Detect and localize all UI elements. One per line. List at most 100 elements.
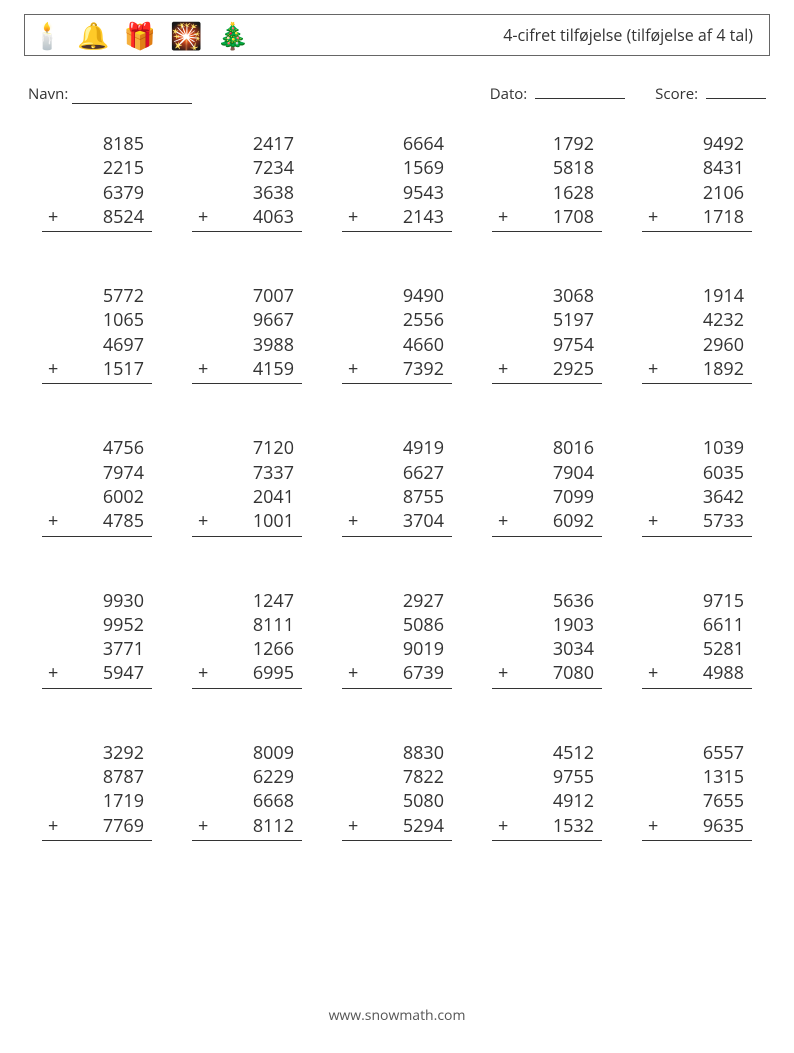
addition-problem: 241772343638+4063 xyxy=(192,132,302,232)
plus-operator: + xyxy=(342,357,358,381)
addend: 8431 xyxy=(642,156,752,180)
problems-grid: 818522156379+8524241772343638+4063666415… xyxy=(24,132,770,841)
addend: 9492 xyxy=(642,132,752,156)
addition-problem: 993099523771+5947 xyxy=(42,589,152,689)
addend: 8787 xyxy=(42,765,152,789)
plus-operator: + xyxy=(192,509,208,533)
gift-icon: 🎁 xyxy=(124,22,156,48)
addend: 2556 xyxy=(342,308,452,332)
last-addend: +4988 xyxy=(642,661,752,688)
last-addend: +8112 xyxy=(192,814,302,841)
addition-problem: 949284312106+1718 xyxy=(642,132,752,232)
addend: 9930 xyxy=(42,589,152,613)
plus-operator: + xyxy=(42,357,58,381)
problems-row: 329287871719+7769 800962296668+8112 883078… xyxy=(24,741,770,841)
plus-operator: + xyxy=(342,814,358,838)
addend: 3068 xyxy=(492,284,602,308)
addend: 5086 xyxy=(342,613,452,637)
addition-problem: 475679746002+4785 xyxy=(42,436,152,536)
addend: 7974 xyxy=(42,461,152,485)
addend: 9715 xyxy=(642,589,752,613)
addend: 7904 xyxy=(492,461,602,485)
addend: 4756 xyxy=(42,436,152,460)
addend: 3638 xyxy=(192,181,302,205)
addend: 2417 xyxy=(192,132,302,156)
addend: 6611 xyxy=(642,613,752,637)
last-addend: +5294 xyxy=(342,814,452,841)
problems-row: 577210654697+1517700796673988+4159949025… xyxy=(24,284,770,384)
addition-problem: 655713157655+9635 xyxy=(642,741,752,841)
addition-problem: 329287871719+7769 xyxy=(42,741,152,841)
problems-row: 475679746002+4785712073372041+1001491966… xyxy=(24,436,770,536)
last-addend: +1892 xyxy=(642,357,752,384)
addend: 4697 xyxy=(42,333,152,357)
addend: 9754 xyxy=(492,333,602,357)
addend: 6035 xyxy=(642,461,752,485)
name-line xyxy=(72,89,192,104)
plus-operator: + xyxy=(342,205,358,229)
last-addend: +1708 xyxy=(492,205,602,232)
addend: 8830 xyxy=(342,741,452,765)
addend: 6379 xyxy=(42,181,152,205)
plus-operator: + xyxy=(642,357,658,381)
addend: 1914 xyxy=(642,284,752,308)
addend: 7120 xyxy=(192,436,302,460)
addend: 2927 xyxy=(342,589,452,613)
footer-url: www.snowmath.com xyxy=(0,1006,794,1025)
addend: 9952 xyxy=(42,613,152,637)
addend: 6557 xyxy=(642,741,752,765)
last-addend: +3704 xyxy=(342,509,452,536)
plus-operator: + xyxy=(342,661,358,685)
addend: 5080 xyxy=(342,789,452,813)
addition-problem: 103960353642+5733 xyxy=(642,436,752,536)
addend: 7234 xyxy=(192,156,302,180)
plus-operator: + xyxy=(492,814,508,838)
addend: 5772 xyxy=(42,284,152,308)
plus-operator: + xyxy=(192,357,208,381)
addend: 9490 xyxy=(342,284,452,308)
addend: 3771 xyxy=(42,637,152,661)
worksheet-page: 🕯️ 🔔 🎁 🎇 🎄 4-cifret tilføjelse (tilføjel… xyxy=(0,0,794,1053)
plus-operator: + xyxy=(42,509,58,533)
addend: 9019 xyxy=(342,637,452,661)
last-addend: +6092 xyxy=(492,509,602,536)
addition-problem: 124781111266+6995 xyxy=(192,589,302,689)
last-addend: +8524 xyxy=(42,205,152,232)
last-addend: +4785 xyxy=(42,509,152,536)
last-addend: +7392 xyxy=(342,357,452,384)
addend: 1039 xyxy=(642,436,752,460)
last-addend: +5733 xyxy=(642,509,752,536)
score-field: Score: xyxy=(655,84,766,104)
last-addend: +7080 xyxy=(492,661,602,688)
problems-row: 993099523771+5947 124781111266+6995 292750… xyxy=(24,589,770,689)
addend: 1065 xyxy=(42,308,152,332)
addend: 3988 xyxy=(192,333,302,357)
last-addend: +1718 xyxy=(642,205,752,232)
last-addend: +2143 xyxy=(342,205,452,232)
addend: 9543 xyxy=(342,181,452,205)
addend: 7822 xyxy=(342,765,452,789)
score-label: Score: xyxy=(655,84,698,104)
last-addend: +1517 xyxy=(42,357,152,384)
last-addend: +4063 xyxy=(192,205,302,232)
header-box: 🕯️ 🔔 🎁 🎇 🎄 4-cifret tilføjelse (tilføjel… xyxy=(24,14,770,56)
addition-problem: 800962296668+8112 xyxy=(192,741,302,841)
addend: 5281 xyxy=(642,637,752,661)
addition-problem: 949025564660+7392 xyxy=(342,284,452,384)
addend: 1903 xyxy=(492,613,602,637)
plus-operator: + xyxy=(492,205,508,229)
addend: 6668 xyxy=(192,789,302,813)
last-addend: +1532 xyxy=(492,814,602,841)
plus-operator: + xyxy=(42,661,58,685)
candle-icon: 🕯️ xyxy=(31,22,63,48)
addend: 1247 xyxy=(192,589,302,613)
addend: 7337 xyxy=(192,461,302,485)
name-field: Navn: xyxy=(28,84,490,104)
addend: 4660 xyxy=(342,333,452,357)
addition-problem: 666415699543+2143 xyxy=(342,132,452,232)
addend: 8111 xyxy=(192,613,302,637)
addend: 4912 xyxy=(492,789,602,813)
last-addend: +4159 xyxy=(192,357,302,384)
addend: 1315 xyxy=(642,765,752,789)
last-addend: +6995 xyxy=(192,661,302,688)
